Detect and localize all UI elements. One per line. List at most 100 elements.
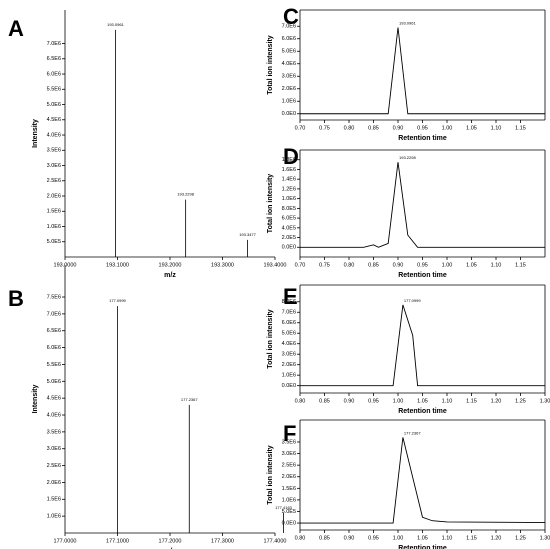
y-tick-label: 5.0E6 [47,379,61,385]
y-tick-label: 3.0E6 [282,352,296,358]
x-tick-label: 1.00 [393,398,404,404]
x-tick-label: 0.85 [319,535,330,541]
x-tick-label: 177.0000 [54,538,77,544]
x-tick-label: 193.4000 [264,262,287,268]
y-tick-label: 0.0E0 [282,245,296,251]
y-tick-label: 5.0E5 [47,239,61,245]
y-tick-label: 3.0E6 [282,451,296,457]
x-tick-label: 0.90 [344,398,355,404]
y-tick-label: 2.0E6 [47,193,61,199]
peak-label: 193.3477 [239,232,256,237]
x-tick-label: 1.20 [491,535,502,541]
y-tick-label: 5.0E5 [282,509,296,515]
y-tick-label: 5.0E6 [282,331,296,337]
x-tick-label: 0.95 [368,398,379,404]
panel-label: A [8,16,24,41]
x-tick-label: 0.90 [393,262,404,268]
y-tick-label: 1.5E6 [47,209,61,215]
y-tick-label: 4.0E6 [47,132,61,138]
y-tick-label: 8.0E5 [282,206,296,212]
x-tick-label: 1.25 [515,398,526,404]
y-axis-title: Intensity [32,119,39,148]
y-tick-label: 2.5E6 [47,463,61,469]
y-tick-label: 4.5E6 [47,117,61,123]
trace [300,304,545,387]
x-tick-label: 0.95 [417,262,428,268]
x-tick-label: 1.00 [393,535,404,541]
x-tick-label: 0.70 [295,125,306,131]
y-tick-label: 3.0E6 [47,163,61,169]
y-tick-label: 1.0E6 [282,99,296,105]
y-tick-label: 7.0E6 [47,41,61,47]
y-axis-title: Intensity [32,385,39,414]
x-tick-label: 193.3000 [211,262,234,268]
y-tick-label: 4.5E6 [47,396,61,402]
x-tick-label: 0.80 [295,398,306,404]
peak-annotation: 193.0961 [399,21,416,26]
y-tick-label: 0.0E0 [282,383,296,389]
panel-label: D [283,144,299,169]
y-tick-label: 7.5E6 [47,294,61,300]
y-tick-label: 1.0E6 [282,196,296,202]
peak-label: 177.4163 [275,505,292,510]
y-tick-label: 4.0E6 [47,412,61,418]
x-tick-label: 0.90 [393,125,404,131]
y-tick-label: 8.0E6 [282,299,296,305]
peak-annotation: 177.2367 [404,430,421,435]
y-tick-label: 5.0E6 [47,102,61,108]
x-tick-label: 177.2000 [159,538,182,544]
y-tick-label: 7.0E6 [47,311,61,317]
y-tick-label: 2.5E6 [282,463,296,469]
y-tick-label: 1.4E6 [282,177,296,183]
x-tick-label: 0.80 [344,125,355,131]
x-tick-label: 0.85 [368,125,379,131]
x-axis-title: m/z [164,272,176,279]
trace [300,27,545,115]
x-tick-label: 1.20 [491,398,502,404]
y-tick-label: 0.0E0 [282,521,296,527]
x-tick-label: 193.1000 [106,262,129,268]
x-tick-label: 1.15 [515,262,526,268]
y-tick-label: 5.5E6 [47,362,61,368]
peak-label: 177.2367 [181,397,198,402]
y-tick-label: 6.0E6 [282,320,296,326]
x-tick-label: 1.10 [491,125,502,131]
y-tick-label: 2.0E6 [282,362,296,368]
y-tick-label: 3.5E6 [47,429,61,435]
y-axis-title: Total ion intensity [267,35,274,94]
y-tick-label: 4.0E6 [282,341,296,347]
y-tick-label: 5.5E6 [47,87,61,93]
y-tick-label: 6.0E6 [282,36,296,42]
y-axis-title: Total ion intensity [267,309,274,368]
y-tick-label: 7.0E6 [282,310,296,316]
x-tick-label: 1.10 [442,535,453,541]
y-tick-label: 6.0E6 [47,71,61,77]
x-axis-title: Retention time [398,545,447,549]
x-tick-label: 1.05 [466,262,477,268]
x-tick-label: 1.30 [540,535,550,541]
peak-label: 193.0961 [107,22,124,27]
x-tick-label: 177.3000 [211,538,234,544]
panel-label: E [283,284,298,309]
panel-label: F [283,421,296,446]
y-tick-label: 3.0E6 [47,446,61,452]
y-tick-label: 6.0E5 [282,216,296,222]
x-tick-label: 1.15 [466,535,477,541]
y-tick-label: 3.0E6 [282,74,296,80]
x-tick-label: 1.25 [515,535,526,541]
peak-annotation: 193.2298 [399,155,416,160]
x-tick-label: 1.15 [466,398,477,404]
x-tick-label: 0.70 [295,262,306,268]
y-tick-label: 1.5E6 [47,497,61,503]
y-axis-title: Total ion intensity [267,445,274,504]
y-tick-label: 7.0E6 [282,24,296,30]
x-tick-label: 177.1000 [106,538,129,544]
x-tick-label: 0.80 [344,262,355,268]
x-tick-label: 1.05 [417,535,428,541]
x-tick-label: 1.30 [540,398,550,404]
x-axis-title: m/z [164,548,176,549]
x-tick-label: 0.90 [344,535,355,541]
x-tick-label: 1.15 [515,125,526,131]
x-tick-label: 1.05 [466,125,477,131]
y-tick-label: 1.0E6 [47,224,61,230]
